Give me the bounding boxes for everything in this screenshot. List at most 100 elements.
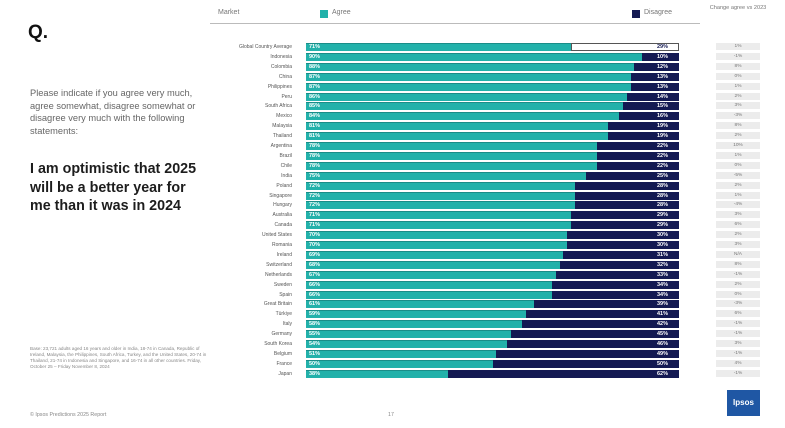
market-label: Singapore <box>269 192 292 199</box>
agree-value-label: 75% <box>309 172 321 179</box>
agree-bar <box>306 122 609 131</box>
disagree-value-label: 31% <box>657 251 669 258</box>
agree-value-label: 66% <box>309 281 321 288</box>
market-label: Germany <box>271 331 292 338</box>
disagree-bar <box>526 310 679 319</box>
agree-bar <box>306 211 571 220</box>
header-disagree: Disagree <box>644 9 673 16</box>
disagree-value-label: 22% <box>657 162 669 169</box>
agree-value-label: 68% <box>309 261 321 268</box>
change-value: 3% <box>716 241 760 248</box>
market-label: South Korea <box>264 341 292 347</box>
agree-value-label: 81% <box>309 123 321 130</box>
market-label: Türkiye <box>275 311 292 318</box>
change-value: 2% <box>716 231 760 239</box>
change-value: 1% <box>716 82 760 90</box>
agree-value-label: 81% <box>309 133 321 140</box>
change-value: 2% <box>716 181 760 189</box>
disagree-bar <box>533 300 679 309</box>
agree-bar <box>306 250 564 259</box>
market-label: Chile <box>280 162 292 169</box>
market-label: Switzerland <box>266 261 292 268</box>
agree-bar <box>306 359 493 368</box>
disagree-value-label: 46% <box>657 341 669 347</box>
change-value: 0% <box>716 290 760 298</box>
agree-value-label: 71% <box>309 222 321 229</box>
change-value: 6% <box>716 310 760 318</box>
agree-value-label: 72% <box>309 202 321 209</box>
header-change: Change agree vs 2023 <box>709 5 767 11</box>
change-value: 8% <box>716 62 760 70</box>
disagree-bar <box>596 142 679 150</box>
disagree-bar <box>596 161 679 170</box>
agree-value-label: 87% <box>309 73 321 80</box>
disagree-bar <box>623 102 679 111</box>
market-label: Global Country Average <box>239 44 292 50</box>
disagree-bar <box>447 369 679 378</box>
disagree-bar <box>570 43 679 51</box>
question-prompt: Please indicate if you agree very much, … <box>30 88 196 136</box>
market-label: Canada <box>274 222 292 229</box>
agree-value-label: 51% <box>309 350 321 357</box>
market-label: Argentina <box>270 143 292 149</box>
agree-bar <box>306 72 631 81</box>
page-number: 17 <box>388 412 394 418</box>
agree-value-label: 70% <box>309 232 321 239</box>
market-label: Great Britain <box>263 301 292 308</box>
change-value: -1% <box>716 369 760 377</box>
market-label: Netherlands <box>265 271 292 278</box>
agree-value-label: 87% <box>309 83 321 90</box>
change-value: 4% <box>716 359 760 367</box>
agree-bar <box>306 221 571 230</box>
disagree-value-label: 10% <box>657 53 669 60</box>
agree-bar <box>306 310 527 319</box>
agree-value-label: 86% <box>309 93 321 100</box>
disagree-bar <box>574 181 679 190</box>
agree-bar <box>306 260 560 269</box>
agree-value-label: 61% <box>309 301 321 308</box>
change-value: N/A <box>716 250 760 258</box>
agree-value-label: 59% <box>309 311 321 318</box>
change-value: -4% <box>716 201 760 209</box>
change-value: -1% <box>716 330 760 338</box>
agree-bar <box>306 82 631 91</box>
market-label: Australia <box>272 212 292 219</box>
change-value: 3% <box>716 340 760 347</box>
agree-bar <box>306 369 448 378</box>
disagree-value-label: 28% <box>657 182 669 189</box>
change-value: -1% <box>716 320 760 328</box>
agree-bar <box>306 290 553 299</box>
change-value: 10% <box>716 142 760 149</box>
agree-value-label: 78% <box>309 162 321 169</box>
agree-value-label: 78% <box>309 143 321 149</box>
disagree-bar <box>574 201 679 210</box>
disagree-bar <box>570 221 679 230</box>
agree-value-label: 66% <box>309 291 321 298</box>
change-value: -1% <box>716 270 760 278</box>
disagree-value-label: 29% <box>657 222 669 229</box>
agree-bar <box>306 161 597 170</box>
market-label: Thailand <box>272 133 292 140</box>
agree-bar <box>306 340 508 348</box>
disagree-bar <box>619 112 679 121</box>
change-value: 8% <box>716 122 760 130</box>
agree-value-label: 69% <box>309 251 321 258</box>
market-label: Belgium <box>273 350 292 357</box>
disagree-value-label: 34% <box>657 291 669 298</box>
agree-value-label: 90% <box>309 53 321 60</box>
disagree-value-label: 14% <box>657 93 669 100</box>
agree-bar <box>306 171 586 180</box>
disagree-value-label: 16% <box>657 113 669 120</box>
footer-credit: © Ipsos Predictions 2025 Report <box>30 412 107 418</box>
disagree-bar <box>634 62 679 71</box>
agree-bar <box>306 191 575 200</box>
agree-bar <box>306 270 556 279</box>
agree-value-label: 85% <box>309 103 321 110</box>
disagree-bar <box>585 171 679 180</box>
market-label: United States <box>261 232 292 239</box>
disagree-bar <box>507 340 679 348</box>
disagree-bar <box>552 280 679 289</box>
market-label: Japan <box>278 370 292 377</box>
agree-bar <box>306 330 512 339</box>
agree-value-label: 88% <box>309 63 321 70</box>
